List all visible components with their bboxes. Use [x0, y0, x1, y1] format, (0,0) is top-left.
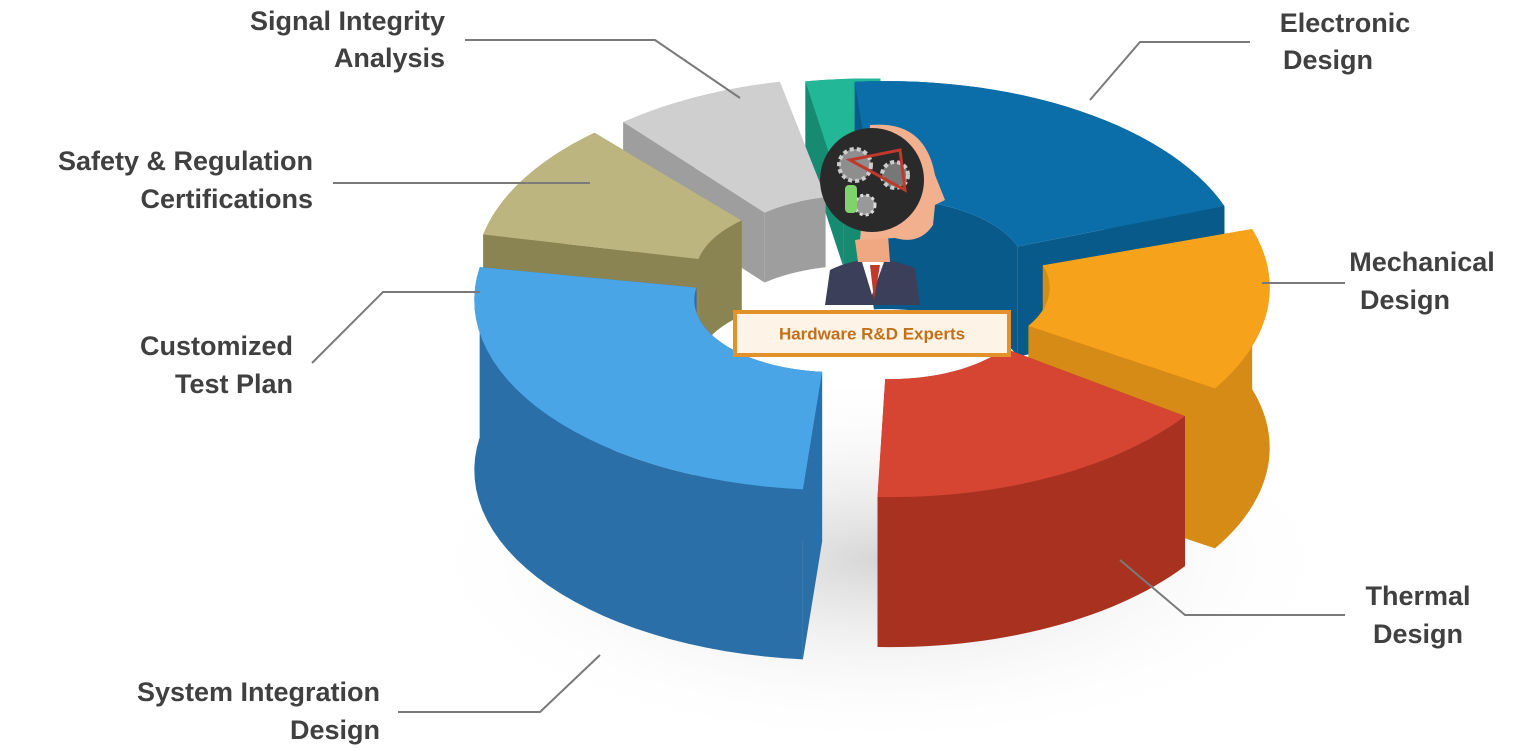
- segment-label: Design: [1373, 619, 1463, 649]
- segment-label: System Integration: [137, 677, 380, 707]
- segment-label: Certifications: [140, 184, 313, 214]
- segment-label: Customized: [140, 331, 293, 361]
- segment-label: Design: [290, 715, 380, 745]
- segment-label: Test Plan: [175, 369, 293, 399]
- leader-line: [312, 292, 480, 363]
- leader-line: [465, 40, 740, 98]
- segment-label: Signal Integrity: [250, 6, 445, 36]
- segment-label: Safety & Regulation: [58, 146, 313, 176]
- segment-label: Analysis: [334, 43, 445, 73]
- segment-label: Mechanical: [1349, 247, 1495, 277]
- segment-label: Electronic: [1280, 8, 1411, 38]
- diagram: Hardware R&D Experts Signal Integrity An…: [0, 0, 1529, 751]
- leader-line: [1090, 42, 1250, 100]
- segment-label: Thermal: [1365, 581, 1470, 611]
- segment-label: Design: [1283, 45, 1373, 75]
- segment-label: Design: [1360, 285, 1450, 315]
- center-label: Hardware R&D Experts: [779, 324, 965, 343]
